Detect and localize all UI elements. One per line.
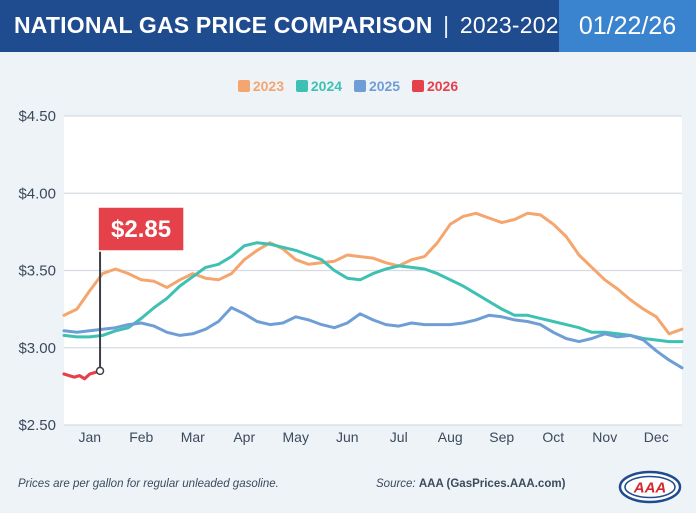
series-line-2025 [62,306,684,370]
y-tick-label: $4.50 [18,108,56,125]
source-prefix: Source: [376,478,416,490]
price-flag: $2.85 [95,206,185,376]
legend-swatch-2023 [237,80,250,92]
legend-label-2024: 2024 [310,78,343,94]
title-years: 2023-2026 [459,12,572,38]
y-tick-label: $2.50 [18,417,56,434]
grid-lines [64,115,682,426]
legend-item-2023: 2023 [237,78,284,94]
title-divider: | [443,12,450,38]
y-tick-label: $3.00 [18,340,56,357]
legend-label-2025: 2025 [368,78,401,94]
x-tick-label: May [283,429,309,445]
header-bar: NATIONAL GAS PRICE COMPARISON | 2023-202… [0,0,696,52]
series-line-2023 [62,211,684,336]
x-tick-label: Jul [390,429,408,445]
legend-item-2025: 2025 [353,78,401,94]
flag-price-label: $2.85 [111,216,171,243]
series-line-2026 [62,369,102,381]
footer-source: Source: AAA (GasPrices.AAA.com) [376,478,565,490]
flag-box [97,206,185,252]
y-tick-label: $3.50 [18,263,56,280]
date-badge: 01/22/26 [559,0,696,52]
x-tick-label: Mar [181,429,205,445]
svg-text:AAA: AAA [633,480,667,497]
y-tick-label: $4.00 [18,185,56,202]
legend-swatch-2026 [411,80,424,92]
x-axis-ticks: Jan Feb Mar Apr May Jun Jul Aug Sep Oct Nov Dec [78,429,668,445]
source-name: AAA (GasPrices.AAA.com) [418,478,566,490]
footer-note: Prices are per gallon for regular unlead… [18,478,279,490]
chart-legend: 2023 2024 2025 2026 [0,78,696,96]
series-lines [62,211,684,381]
flag-marker [95,366,105,376]
line-chart: $4.50 $4.00 $3.50 $3.00 $2.50 Jan Feb Mar Apr Ma… [18,108,684,445]
y-axis-ticks: $4.50 $4.00 $3.50 $3.00 $2.50 [18,108,56,434]
x-tick-label: Sep [489,429,514,445]
x-tick-label: Aug [438,429,463,445]
legend-swatch-2024 [295,80,308,92]
page-title: NATIONAL GAS PRICE COMPARISON | 2023-202… [14,12,572,39]
legend-label-2023: 2023 [252,78,284,94]
x-tick-label: Dec [644,429,669,445]
x-tick-label: Apr [233,429,255,445]
aaa-logo: AAA [618,470,682,504]
series-line-2024 [62,241,684,344]
legend-label-2026: 2026 [426,78,459,94]
x-tick-label: Jun [336,429,359,445]
x-tick-label: Oct [542,429,564,445]
x-tick-label: Nov [592,429,617,445]
title-main: NATIONAL GAS PRICE COMPARISON [14,12,433,38]
legend-swatch-2025 [353,80,366,92]
x-tick-label: Feb [129,429,153,445]
legend-item-2024: 2024 [295,78,343,94]
legend-item-2026: 2026 [411,78,459,94]
x-tick-label: Jan [78,429,101,445]
